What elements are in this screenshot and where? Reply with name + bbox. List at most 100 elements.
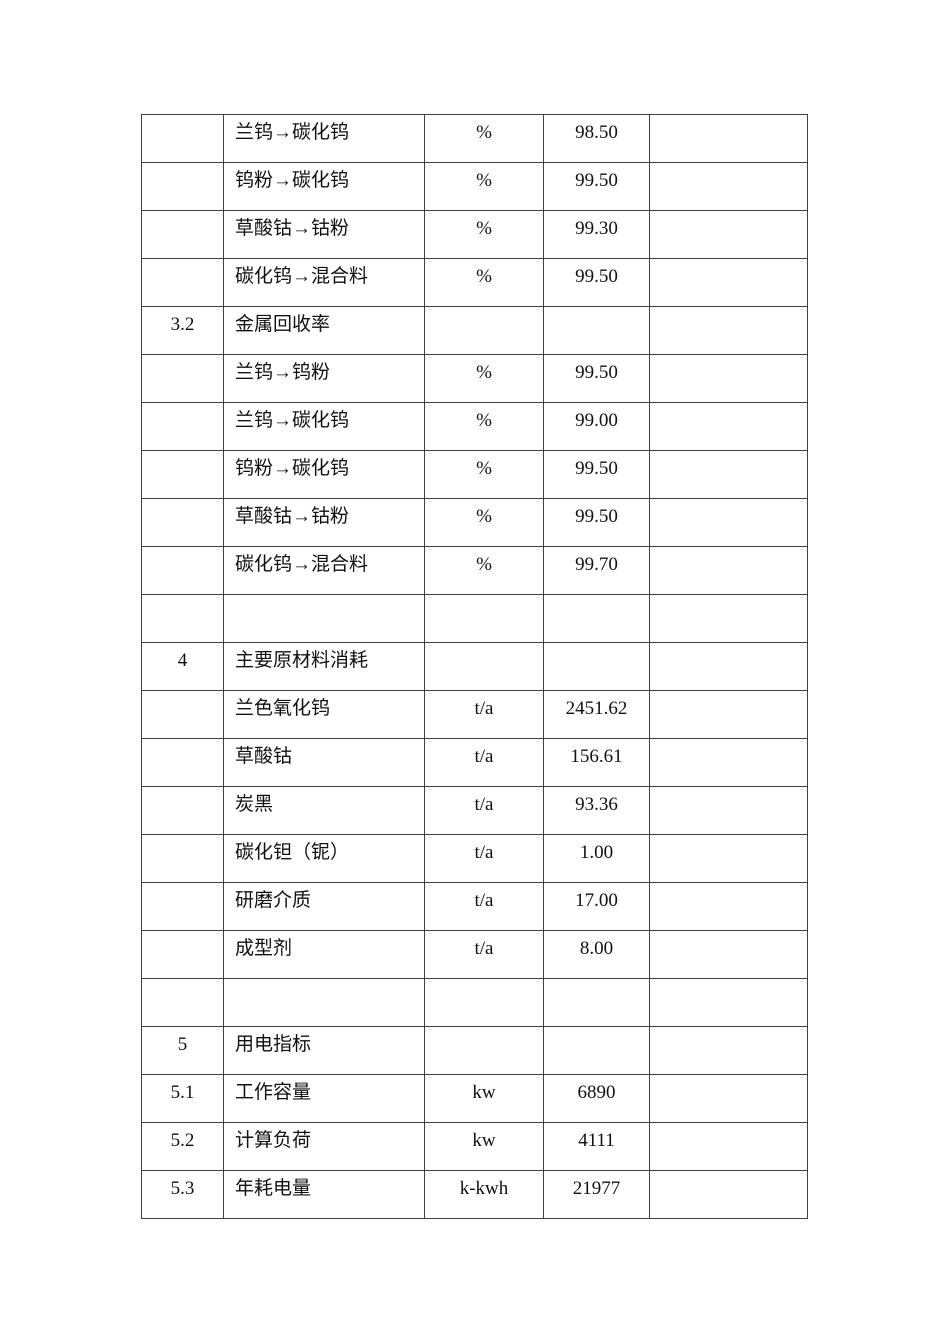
cell-no [141, 738, 224, 787]
table-row: 钨粉→碳化钨% 99.50 [141, 162, 808, 211]
cell-remark [649, 1026, 808, 1075]
cell-item: 计算负荷 [223, 1122, 425, 1171]
cell-no: 3.2 [141, 306, 224, 355]
cell-remark [649, 738, 808, 787]
cell-remark [649, 114, 808, 163]
cell-value: 6890 [543, 1074, 650, 1123]
cell-remark [649, 930, 808, 979]
cell-remark [649, 786, 808, 835]
cell-value: 99.50 [543, 354, 650, 403]
cell-item: 兰钨→钨粉 [223, 354, 425, 403]
spec-table: 兰钨→碳化钨% 98.50 钨粉→碳化钨% 99.50 草酸钴→钴粉% 99.30 碳化钨→… [141, 114, 808, 1219]
cell-value [543, 306, 650, 355]
cell-remark [649, 1122, 808, 1171]
cell-value: 99.50 [543, 258, 650, 307]
cell-item: 兰色氧化钨 [223, 690, 425, 739]
cell-remark [649, 258, 808, 307]
cell-unit [424, 1026, 544, 1075]
cell-unit: t/a [424, 882, 544, 931]
cell-item: 碳化钨→混合料 [223, 258, 425, 307]
cell-unit: % [424, 498, 544, 547]
cell-no [141, 834, 224, 883]
cell-remark [649, 1170, 808, 1219]
cell-item: 兰钨→碳化钨 [223, 114, 425, 163]
cell-no [141, 402, 224, 451]
table-row: 兰钨→碳化钨% 99.00 [141, 402, 808, 451]
table-row: 兰钨→碳化钨% 98.50 [141, 114, 808, 163]
table-row: 5.3 年耗电量 k-kwh 21977 [141, 1170, 808, 1219]
cell-value [543, 978, 650, 1027]
cell-unit: % [424, 162, 544, 211]
cell-item: 草酸钴 [223, 738, 425, 787]
cell-no [141, 354, 224, 403]
cell-unit [424, 594, 544, 643]
table-row: 研磨介质 t/a 17.00 [141, 882, 808, 931]
cell-unit: % [424, 546, 544, 595]
table-row: 碳化钨→混合料% 99.50 [141, 258, 808, 307]
cell-remark [649, 498, 808, 547]
table-row: 草酸钴→钴粉% 99.50 [141, 498, 808, 547]
table-row: 4 主要原材料消耗 [141, 642, 808, 691]
table-row: 碳化钨→混合料% 99.70 [141, 546, 808, 595]
cell-item: 研磨介质 [223, 882, 425, 931]
cell-remark [649, 690, 808, 739]
cell-no [141, 210, 224, 259]
cell-unit [424, 978, 544, 1027]
cell-value: 17.00 [543, 882, 650, 931]
cell-unit: % [424, 114, 544, 163]
cell-item: 草酸钴→钴粉 [223, 498, 425, 547]
cell-no: 5 [141, 1026, 224, 1075]
cell-unit: % [424, 450, 544, 499]
table-row: 兰色氧化钨 t/a 2451.62 [141, 690, 808, 739]
table-row: 成型剂 t/a 8.00 [141, 930, 808, 979]
cell-no [141, 450, 224, 499]
cell-remark [649, 450, 808, 499]
cell-remark [649, 402, 808, 451]
cell-item: 年耗电量 [223, 1170, 425, 1219]
cell-no [141, 498, 224, 547]
cell-no [141, 162, 224, 211]
cell-value: 4111 [543, 1122, 650, 1171]
cell-remark [649, 1074, 808, 1123]
table-row: 炭黑 t/a 93.36 [141, 786, 808, 835]
cell-unit: % [424, 402, 544, 451]
cell-value: 98.50 [543, 114, 650, 163]
table-row: 5.1 工作容量 kw 6890 [141, 1074, 808, 1123]
cell-unit: % [424, 210, 544, 259]
cell-item [223, 978, 425, 1027]
cell-value [543, 642, 650, 691]
cell-no [141, 258, 224, 307]
cell-unit: % [424, 258, 544, 307]
cell-item: 主要原材料消耗 [223, 642, 425, 691]
cell-remark [649, 210, 808, 259]
cell-unit [424, 642, 544, 691]
table-row [141, 978, 808, 1027]
cell-no [141, 978, 224, 1027]
table-row: 3.2 金属回收率 [141, 306, 808, 355]
cell-unit: kw [424, 1074, 544, 1123]
cell-value: 99.50 [543, 162, 650, 211]
table-row: 兰钨→钨粉% 99.50 [141, 354, 808, 403]
cell-unit: t/a [424, 690, 544, 739]
cell-no [141, 594, 224, 643]
cell-remark [649, 162, 808, 211]
cell-unit [424, 306, 544, 355]
cell-no [141, 546, 224, 595]
cell-item: 兰钨→碳化钨 [223, 402, 425, 451]
cell-remark [649, 834, 808, 883]
cell-value: 8.00 [543, 930, 650, 979]
cell-unit: t/a [424, 738, 544, 787]
cell-no: 5.3 [141, 1170, 224, 1219]
cell-item: 炭黑 [223, 786, 425, 835]
cell-value: 99.00 [543, 402, 650, 451]
cell-unit: t/a [424, 930, 544, 979]
spec-table-body: 兰钨→碳化钨% 98.50 钨粉→碳化钨% 99.50 草酸钴→钴粉% 99.30 碳化钨→… [141, 114, 808, 1219]
cell-item [223, 594, 425, 643]
cell-value: 93.36 [543, 786, 650, 835]
cell-value: 156.61 [543, 738, 650, 787]
cell-item: 碳化钽（铌） [223, 834, 425, 883]
cell-no [141, 930, 224, 979]
table-row: 5 用电指标 [141, 1026, 808, 1075]
cell-remark [649, 642, 808, 691]
